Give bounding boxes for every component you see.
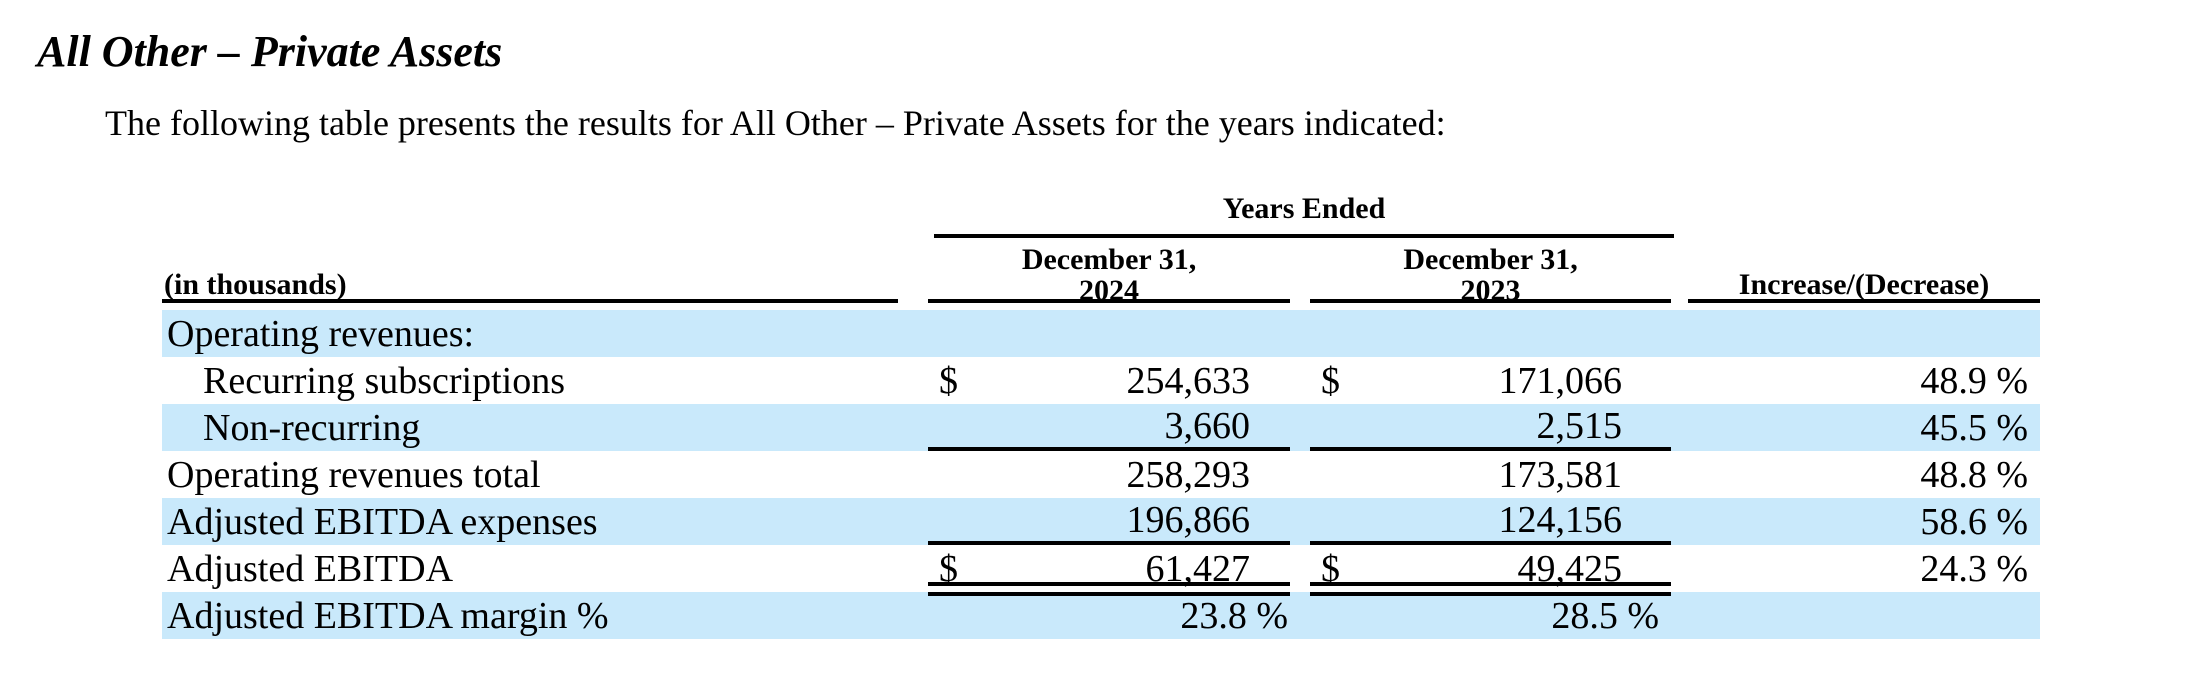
column-gap bbox=[1671, 357, 1688, 404]
column-header-2024-line1: December 31, bbox=[1021, 243, 1197, 276]
value-2024-cell: 3,660 bbox=[928, 404, 1290, 451]
intro-paragraph: The following table presents the results… bbox=[105, 103, 1446, 143]
column-header-2023-line1: December 31, bbox=[1403, 243, 1578, 276]
column-gap bbox=[1290, 404, 1310, 451]
value-2024: 196,866 bbox=[1126, 498, 1251, 541]
column-header-2024: December 31, 2024 bbox=[928, 244, 1290, 306]
value-2023-cell: $ 49,425 bbox=[1310, 545, 1671, 596]
table-body: Operating revenues: Recurring subscripti… bbox=[162, 310, 2040, 639]
increase-decrease-header: Increase/(Decrease) bbox=[1738, 268, 1990, 301]
value-2023-cell: 124,156 bbox=[1310, 498, 1671, 545]
column-gap bbox=[1290, 451, 1310, 498]
value-2023-cell bbox=[1310, 310, 1671, 357]
dollar-sign-2024: $ bbox=[939, 359, 958, 402]
value-2024-cell: $ 254,633 bbox=[928, 357, 1290, 404]
row-label: Operating revenues: bbox=[167, 312, 475, 355]
dollar-sign-2023: $ bbox=[1321, 547, 1340, 590]
value-2023-cell: 28.5 % bbox=[1310, 592, 1671, 639]
column-gap bbox=[898, 592, 928, 639]
increase-decrease-value bbox=[1688, 592, 2040, 639]
column-gap bbox=[1290, 592, 1310, 639]
header-rule-2023-column bbox=[1310, 299, 1671, 303]
row-label: Recurring subscriptions bbox=[203, 359, 566, 402]
column-gap bbox=[1290, 545, 1310, 592]
value-2023: 124,156 bbox=[1498, 498, 1623, 541]
value-2023-cell: 173,581 bbox=[1310, 451, 1671, 498]
table-row: Adjusted EBITDA expenses 196,866 124,156… bbox=[162, 498, 2040, 545]
column-gap bbox=[1671, 592, 1688, 639]
value-2024-cell: 196,866 bbox=[928, 498, 1290, 545]
table-row: Adjusted EBITDA $ 61,427 $ 49,425 24.3 % bbox=[162, 545, 2040, 596]
results-table: Years Ended December 31, 2024 December 3… bbox=[162, 192, 2040, 639]
table-row: Operating revenues total 258,293 173,581… bbox=[162, 451, 2040, 498]
years-ended-rule bbox=[934, 234, 1674, 238]
column-gap bbox=[898, 451, 928, 498]
value-2024: 23.8 % bbox=[1180, 594, 1288, 637]
value-2024: 254,633 bbox=[1126, 359, 1251, 402]
row-label: Non-recurring bbox=[203, 406, 421, 449]
column-gap bbox=[1290, 498, 1310, 545]
table-row: Operating revenues: bbox=[162, 310, 2040, 357]
value-2023: 49,425 bbox=[1517, 547, 1623, 590]
value-2024: 3,660 bbox=[1164, 404, 1251, 447]
column-gap bbox=[898, 310, 928, 357]
in-thousands-label: (in thousands) bbox=[164, 268, 347, 301]
row-label: Operating revenues total bbox=[167, 453, 541, 496]
column-gap bbox=[1290, 310, 1310, 357]
column-gap bbox=[898, 404, 928, 451]
years-ended-header: Years Ended bbox=[1222, 192, 1386, 225]
increase-decrease-value: 24.3 % bbox=[1920, 547, 2028, 590]
increase-decrease-value: 45.5 % bbox=[1920, 406, 2028, 449]
increase-decrease-value: 48.9 % bbox=[1920, 359, 2028, 402]
value-2024-cell: $ 61,427 bbox=[928, 545, 1290, 596]
value-2023: 171,066 bbox=[1498, 359, 1623, 402]
column-gap bbox=[898, 357, 928, 404]
value-2024-cell bbox=[928, 310, 1290, 357]
increase-decrease-value: 58.6 % bbox=[1920, 500, 2028, 543]
section-title: All Other – Private Assets bbox=[37, 27, 503, 76]
value-2024: 61,427 bbox=[1145, 547, 1251, 590]
row-label: Adjusted EBITDA expenses bbox=[167, 500, 598, 543]
table-row: Non-recurring 3,660 2,515 45.5 % bbox=[162, 404, 2040, 451]
value-2023: 173,581 bbox=[1498, 453, 1623, 496]
increase-decrease-value bbox=[1688, 310, 2040, 357]
row-label: Adjusted EBITDA margin % bbox=[167, 594, 609, 637]
value-2024-cell: 23.8 % bbox=[928, 592, 1290, 639]
column-gap bbox=[898, 498, 928, 545]
column-gap bbox=[1290, 357, 1310, 404]
column-gap bbox=[1671, 310, 1688, 357]
value-2023-cell: 2,515 bbox=[1310, 404, 1671, 451]
header-rule-label-column bbox=[162, 299, 898, 303]
column-gap bbox=[1671, 545, 1688, 592]
value-2023: 2,515 bbox=[1536, 404, 1623, 447]
dollar-sign-2024: $ bbox=[939, 547, 958, 590]
table-row: Recurring subscriptions $ 254,633 $ 171,… bbox=[162, 357, 2040, 404]
column-gap bbox=[898, 545, 928, 592]
column-header-2023: December 31, 2023 bbox=[1310, 244, 1671, 306]
value-2024: 258,293 bbox=[1126, 453, 1251, 496]
value-2023: 28.5 % bbox=[1551, 594, 1659, 637]
row-label: Adjusted EBITDA bbox=[167, 547, 454, 590]
column-gap bbox=[1671, 451, 1688, 498]
column-gap bbox=[1671, 498, 1688, 545]
value-2023-cell: $ 171,066 bbox=[1310, 357, 1671, 404]
column-gap bbox=[1671, 404, 1688, 451]
header-rule-increase-column bbox=[1688, 299, 2040, 303]
header-rule-2024-column bbox=[928, 299, 1290, 303]
table-row: Adjusted EBITDA margin % 23.8 % 28.5 % bbox=[162, 592, 2040, 639]
increase-decrease-value: 48.8 % bbox=[1920, 453, 2028, 496]
value-2024-cell: 258,293 bbox=[928, 451, 1290, 498]
dollar-sign-2023: $ bbox=[1321, 359, 1340, 402]
